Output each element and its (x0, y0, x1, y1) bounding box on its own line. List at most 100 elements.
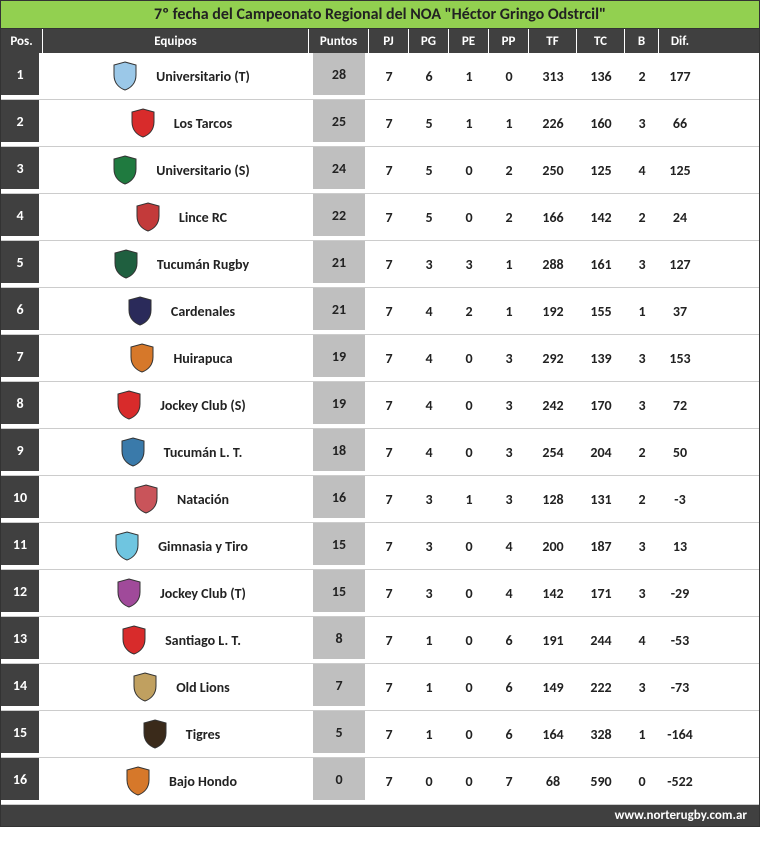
tc-cell: 170 (577, 382, 625, 428)
pp-cell: 4 (489, 523, 529, 569)
team-shield-icon (110, 59, 140, 93)
tf-cell: 242 (529, 382, 577, 428)
col-header-pos: Pos. (1, 29, 43, 53)
pg-cell: 5 (409, 100, 449, 146)
b-cell: 3 (625, 523, 659, 569)
b-cell: 2 (625, 194, 659, 240)
pe-cell: 0 (449, 147, 489, 193)
pos-cell: 8 (1, 382, 43, 428)
dif-cell: 13 (659, 523, 701, 569)
team-shield-icon (110, 153, 140, 187)
team-name: Tigres (186, 726, 220, 743)
col-header-pg: PG (409, 29, 449, 53)
dif-cell: 127 (659, 241, 701, 287)
pj-cell: 7 (369, 617, 409, 663)
pe-cell: 0 (449, 711, 489, 757)
pg-cell: 4 (409, 288, 449, 334)
pe-cell: 1 (449, 53, 489, 99)
b-cell: 0 (625, 758, 659, 804)
table-row: 15Tigres571061643281-164 (1, 711, 759, 758)
pp-cell: 4 (489, 570, 529, 616)
points-cell: 21 (309, 241, 369, 287)
footer-url: www.norterugby.com.ar (1, 805, 759, 826)
pp-cell: 3 (489, 476, 529, 522)
pj-cell: 7 (369, 194, 409, 240)
table-row: 3Universitario (S)2475022501254125 (1, 147, 759, 194)
tc-cell: 155 (577, 288, 625, 334)
pp-cell: 6 (489, 664, 529, 710)
rows-container: 1Universitario (T)28761031313621772Los T… (1, 53, 759, 805)
b-cell: 4 (625, 147, 659, 193)
tf-cell: 166 (529, 194, 577, 240)
pj-cell: 7 (369, 335, 409, 381)
tc-cell: 244 (577, 617, 625, 663)
team-name: Los Tarcos (174, 115, 232, 132)
team-shield-icon (112, 529, 142, 563)
table-row: 2Los Tarcos257511226160366 (1, 100, 759, 147)
team-cell: Universitario (T) (43, 53, 309, 99)
pp-cell: 3 (489, 382, 529, 428)
pos-cell: 3 (1, 147, 43, 193)
pp-cell: 7 (489, 758, 529, 804)
pp-cell: 3 (489, 335, 529, 381)
table-row: 13Santiago L. T.871061912444-53 (1, 617, 759, 664)
pg-cell: 1 (409, 617, 449, 663)
pj-cell: 7 (369, 147, 409, 193)
team-cell: Tucumán Rugby (43, 241, 309, 287)
dif-cell: 66 (659, 100, 701, 146)
pg-cell: 4 (409, 335, 449, 381)
team-name: Huirapuca (173, 350, 232, 367)
points-cell: 5 (309, 711, 369, 757)
team-cell: Old Lions (43, 664, 309, 710)
tc-cell: 125 (577, 147, 625, 193)
table-row: 6Cardenales217421192155137 (1, 288, 759, 335)
pj-cell: 7 (369, 523, 409, 569)
pg-cell: 3 (409, 476, 449, 522)
tf-cell: 254 (529, 429, 577, 475)
tc-cell: 136 (577, 53, 625, 99)
pp-cell: 3 (489, 429, 529, 475)
points-cell: 15 (309, 570, 369, 616)
pe-cell: 1 (449, 100, 489, 146)
pp-cell: 2 (489, 194, 529, 240)
pg-cell: 4 (409, 382, 449, 428)
team-name: Gimnasia y Tiro (158, 538, 248, 555)
table-row: 10Natación1673131281312-3 (1, 476, 759, 523)
dif-cell: -164 (659, 711, 701, 757)
pg-cell: 5 (409, 194, 449, 240)
dif-cell: 50 (659, 429, 701, 475)
team-name: Cardenales (171, 303, 235, 320)
table-row: 1Universitario (T)2876103131362177 (1, 53, 759, 100)
b-cell: 3 (625, 100, 659, 146)
pj-cell: 7 (369, 382, 409, 428)
col-header-team: Equipos (43, 29, 309, 53)
table-row: 4Lince RC227502166142224 (1, 194, 759, 241)
dif-cell: 37 (659, 288, 701, 334)
pj-cell: 7 (369, 100, 409, 146)
col-header-tf: TF (529, 29, 577, 53)
col-header-dif: Dif. (659, 29, 701, 53)
tc-cell: 171 (577, 570, 625, 616)
pg-cell: 5 (409, 147, 449, 193)
pos-cell: 12 (1, 570, 43, 616)
points-cell: 16 (309, 476, 369, 522)
team-shield-icon (118, 435, 148, 469)
pp-cell: 1 (489, 241, 529, 287)
tc-cell: 131 (577, 476, 625, 522)
pe-cell: 2 (449, 288, 489, 334)
tf-cell: 313 (529, 53, 577, 99)
team-shield-icon (133, 200, 163, 234)
team-shield-icon (127, 341, 157, 375)
team-shield-icon (131, 482, 161, 516)
tc-cell: 590 (577, 758, 625, 804)
tf-cell: 68 (529, 758, 577, 804)
pe-cell: 0 (449, 382, 489, 428)
team-cell: Natación (43, 476, 309, 522)
team-shield-icon (140, 717, 170, 751)
team-name: Universitario (T) (156, 68, 250, 85)
team-cell: Jockey Club (S) (43, 382, 309, 428)
b-cell: 3 (625, 382, 659, 428)
pj-cell: 7 (369, 53, 409, 99)
team-shield-icon (114, 388, 144, 422)
pg-cell: 3 (409, 523, 449, 569)
